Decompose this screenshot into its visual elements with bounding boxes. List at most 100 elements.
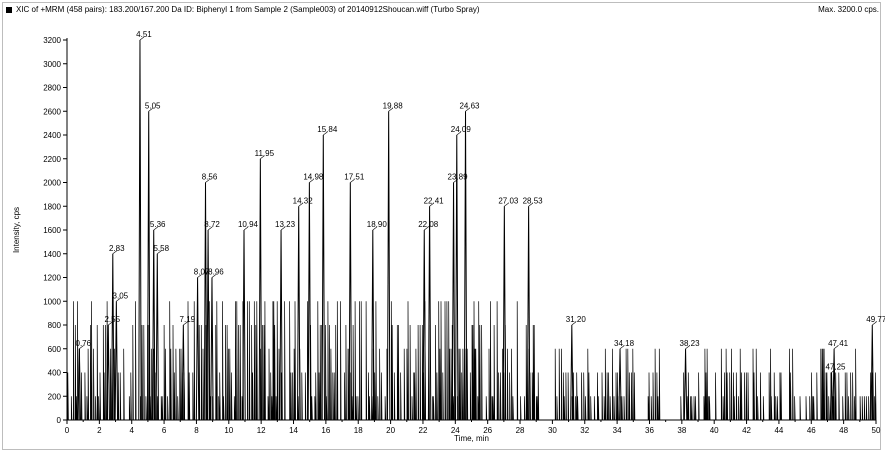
y-tick-label: 1800 <box>43 202 61 211</box>
peak-label: 8.96 <box>208 268 224 277</box>
peak-label: 27.03 <box>498 196 519 205</box>
peak-line <box>451 182 456 421</box>
peak-leader <box>280 226 286 231</box>
x-tick-label: 0 <box>65 426 70 435</box>
peak-leader <box>350 179 355 183</box>
peak-label: 23.89 <box>448 173 469 182</box>
peak-labels: 0.762.552.833.054.515.055.365.587.198.07… <box>76 30 885 421</box>
peak-line <box>371 229 375 421</box>
peak-line <box>683 348 688 421</box>
y-tick-label: 3200 <box>43 36 61 45</box>
x-tick-label: 34 <box>613 426 622 435</box>
peak-line <box>618 348 622 421</box>
x-tick-label: 32 <box>580 426 589 435</box>
peak-line <box>242 229 246 421</box>
peak-leader <box>456 131 461 136</box>
peak-label: 5.36 <box>150 220 166 229</box>
peak-label: 17.51 <box>344 173 365 182</box>
x-tick-label: 36 <box>645 426 654 435</box>
peak-leader <box>108 321 113 326</box>
peak-leader <box>429 203 434 207</box>
peak-leader <box>211 274 217 278</box>
y-tick-label: 600 <box>48 345 62 354</box>
peak-leader <box>685 345 690 349</box>
x-tick-label: 50 <box>872 426 881 435</box>
peak-line <box>526 206 531 421</box>
peak-label: 0.76 <box>76 339 92 348</box>
peak-line <box>463 111 468 421</box>
x-tick-label: 16 <box>321 426 330 435</box>
peak-line <box>307 182 312 421</box>
x-axis-title: Time, min <box>454 434 489 443</box>
peak-leader <box>528 203 533 207</box>
peak-line <box>348 182 353 421</box>
peak-label: 19.88 <box>383 101 404 110</box>
peak-line <box>386 111 391 421</box>
peak-leader <box>424 226 429 231</box>
peak-leader <box>372 226 377 231</box>
peak-label: 22.41 <box>424 196 445 205</box>
y-tick-label: 400 <box>48 369 62 378</box>
y-tick-label: 1000 <box>43 297 61 306</box>
peak-leader <box>872 321 877 326</box>
peak-line <box>195 277 200 421</box>
y-tick-label: 2800 <box>43 84 61 93</box>
peak-leader <box>260 155 265 159</box>
peak-label: 8.07 <box>194 268 210 277</box>
x-tick-label: 8 <box>194 426 199 435</box>
chart-axes: 0200400600800100012001400160018002000220… <box>43 36 881 435</box>
peak-leader <box>197 274 202 278</box>
x-tick-label: 10 <box>224 426 233 435</box>
peak-leader <box>309 179 314 183</box>
x-tick-label: 30 <box>548 426 557 435</box>
peak-label: 8.72 <box>204 220 220 229</box>
y-tick-label: 1200 <box>43 274 61 283</box>
x-tick-label: 14 <box>289 426 298 435</box>
peak-leader <box>465 108 470 112</box>
peak-label: 38.23 <box>680 339 701 348</box>
chart-title: XIC of +MRM (458 pairs): 183.200/167.200… <box>16 5 480 14</box>
x-tick-label: 22 <box>419 426 428 435</box>
peak-leader <box>504 203 509 207</box>
peak-line <box>181 324 186 421</box>
peak-label: 47.41 <box>828 339 849 348</box>
peak-label: 2.83 <box>109 244 125 253</box>
peak-leader <box>243 226 249 231</box>
peak-label: 28.53 <box>523 196 544 205</box>
y-tick-label: 2200 <box>43 155 61 164</box>
peak-label: 15.84 <box>317 125 338 134</box>
peak-label: 14.98 <box>303 173 324 182</box>
peak-label: 10.94 <box>238 220 259 229</box>
x-tick-label: 26 <box>483 426 492 435</box>
peak-label: 18.90 <box>367 220 388 229</box>
peak-leader <box>207 226 213 231</box>
x-tick-label: 20 <box>386 426 395 435</box>
peak-label: 5.05 <box>145 101 161 110</box>
chart-frame <box>2 2 881 450</box>
peak-label: 34.18 <box>614 339 635 348</box>
peak-line <box>455 134 459 421</box>
peak-leader <box>205 179 210 183</box>
noise-trace <box>67 301 877 421</box>
y-tick-label: 800 <box>48 321 62 330</box>
peak-line <box>296 206 301 421</box>
x-tick-label: 24 <box>451 426 460 435</box>
peak-label: 24.09 <box>451 125 472 134</box>
peak-label: 24.63 <box>459 101 480 110</box>
x-tick-label: 28 <box>516 426 525 435</box>
peak-line <box>138 39 142 421</box>
y-tick-label: 2600 <box>43 107 61 116</box>
x-tick-label: 44 <box>774 426 783 435</box>
peak-label: 47.25 <box>825 363 846 372</box>
x-tick-label: 46 <box>807 426 816 435</box>
peak-label: 7.19 <box>180 315 196 324</box>
peak-label: 11.95 <box>255 149 275 158</box>
peak-line <box>422 229 426 421</box>
max-intensity-label: Max. 3200.0 cps. <box>818 5 879 14</box>
x-tick-label: 2 <box>97 426 102 435</box>
peak-leader <box>619 345 625 349</box>
peak-leader <box>298 203 303 207</box>
peak-label: 4.51 <box>136 30 152 39</box>
peak-leader <box>139 36 145 41</box>
